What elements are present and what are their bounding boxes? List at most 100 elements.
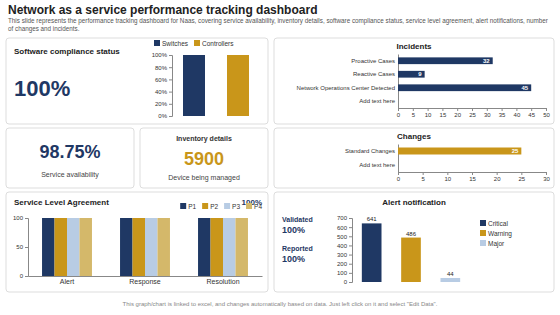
- dashboard: Network as a service performance trackin…: [0, 0, 560, 315]
- tick-label: 5: [412, 112, 416, 118]
- legend-label: Warning: [488, 230, 512, 238]
- tick-label: 0: [344, 279, 348, 285]
- tick-label: 40%: [155, 89, 168, 95]
- tick-label: 20%: [155, 101, 168, 107]
- y-axis: Proactive CasesReactive CasesNetwork Ope…: [297, 55, 399, 109]
- tick: 15: [440, 108, 447, 118]
- tick: Standard Changes: [345, 148, 398, 154]
- tick-label: 5: [421, 176, 425, 182]
- tick-label: 300: [337, 252, 348, 258]
- legend-label: Major: [488, 240, 505, 248]
- bar: [398, 71, 425, 78]
- tick: Alert: [60, 276, 74, 285]
- axis-line: [169, 56, 173, 117]
- tick: 10: [444, 172, 451, 182]
- tick: 600: [337, 225, 352, 231]
- bar-chart: Software compliance status100%0%20%40%60…: [14, 40, 249, 119]
- legend-item: Critical: [480, 220, 508, 227]
- tick: 20: [454, 108, 461, 118]
- legend: Critical Warning Major: [480, 220, 512, 248]
- x-axis: 051015202530: [397, 172, 551, 182]
- bar: [42, 218, 54, 276]
- tick-mark: [497, 172, 498, 175]
- tick-mark: [169, 55, 172, 56]
- data-label: 32: [483, 58, 490, 64]
- tick: Add text here: [359, 98, 398, 104]
- data-label: 44: [447, 271, 454, 277]
- tick-label: 25: [518, 176, 525, 182]
- tick-label: Add text here: [359, 162, 395, 168]
- subtitle-line: This slide represents the performance tr…: [8, 17, 548, 25]
- chart-title: Software compliance status: [14, 47, 120, 56]
- data-labels: 32945: [418, 58, 529, 91]
- kpi-label: Device being managed: [168, 174, 240, 182]
- tick-mark: [428, 108, 429, 111]
- tick-label: 100: [337, 270, 348, 276]
- bar: [145, 218, 157, 276]
- tick-label: 50: [543, 112, 550, 118]
- tick-label: Resolution: [206, 278, 239, 285]
- tick-mark: [447, 172, 448, 175]
- tick: 35: [499, 108, 506, 118]
- tick: 40%: [155, 89, 172, 95]
- tick: 20: [494, 172, 501, 182]
- bar-chart: Alert notificationValidated100%Reported1…: [282, 198, 512, 285]
- tick-label: 400: [337, 243, 348, 249]
- legend-item: P4: [246, 203, 262, 210]
- tick-mark: [169, 67, 172, 68]
- bar: [223, 218, 235, 276]
- tick-label: Reactive Cases: [353, 71, 395, 77]
- bar: [55, 218, 67, 276]
- legend-label: P4: [254, 203, 262, 210]
- panel: [274, 128, 554, 188]
- tick: 80%: [155, 65, 172, 71]
- panel: [140, 128, 268, 188]
- bars: [183, 55, 249, 116]
- tick-mark: [25, 218, 28, 219]
- axis-line: [399, 173, 547, 176]
- tick: 0: [344, 279, 352, 285]
- axis-line: [29, 276, 263, 277]
- tick-label: 10: [425, 112, 432, 118]
- legend-swatch: [224, 203, 230, 209]
- tick: 5: [412, 108, 416, 118]
- tick-label: 200: [337, 261, 348, 267]
- tick-label: 100%: [152, 52, 168, 58]
- tick: 200: [337, 261, 352, 267]
- tick: 60%: [155, 77, 172, 83]
- x-axis: 05101520253035404550: [397, 108, 551, 118]
- data-labels: 64148644: [367, 216, 455, 277]
- legend-swatch: [180, 203, 186, 209]
- tick: 100: [13, 215, 28, 221]
- tick-mark: [546, 108, 547, 111]
- annotation: 100%: [14, 76, 70, 101]
- tick-mark: [169, 92, 172, 93]
- tick: 20%: [155, 101, 172, 107]
- tick-label: 30: [543, 176, 550, 182]
- bar: [227, 55, 249, 116]
- tick-label: 80%: [155, 65, 168, 71]
- panel: [274, 38, 554, 124]
- tick: 100: [337, 270, 352, 276]
- kpi-value: 5900: [184, 149, 224, 169]
- tick: 500: [337, 234, 352, 240]
- chart-title: Alert notification: [382, 198, 446, 207]
- y-axis: 0%20%40%60%80%100%: [152, 52, 173, 119]
- kpi: 98.75%Service availability: [39, 142, 100, 179]
- tick: Network Operations Center Detected: [297, 85, 398, 91]
- tick-mark: [169, 116, 172, 117]
- tick-mark: [516, 108, 517, 111]
- legend-item: Controllers: [194, 40, 234, 47]
- tick-mark: [487, 108, 488, 111]
- axis-line: [25, 219, 29, 277]
- kpi-title: Inventory details: [176, 135, 232, 143]
- bar: [362, 223, 382, 282]
- tick: 25: [469, 108, 476, 118]
- tick-label: 100: [13, 215, 24, 221]
- tick-mark: [442, 108, 443, 111]
- tick-label: 500: [337, 234, 348, 240]
- tick-mark: [502, 108, 503, 111]
- bar: [398, 84, 531, 91]
- tick: Response: [129, 276, 161, 286]
- bar: [183, 55, 205, 116]
